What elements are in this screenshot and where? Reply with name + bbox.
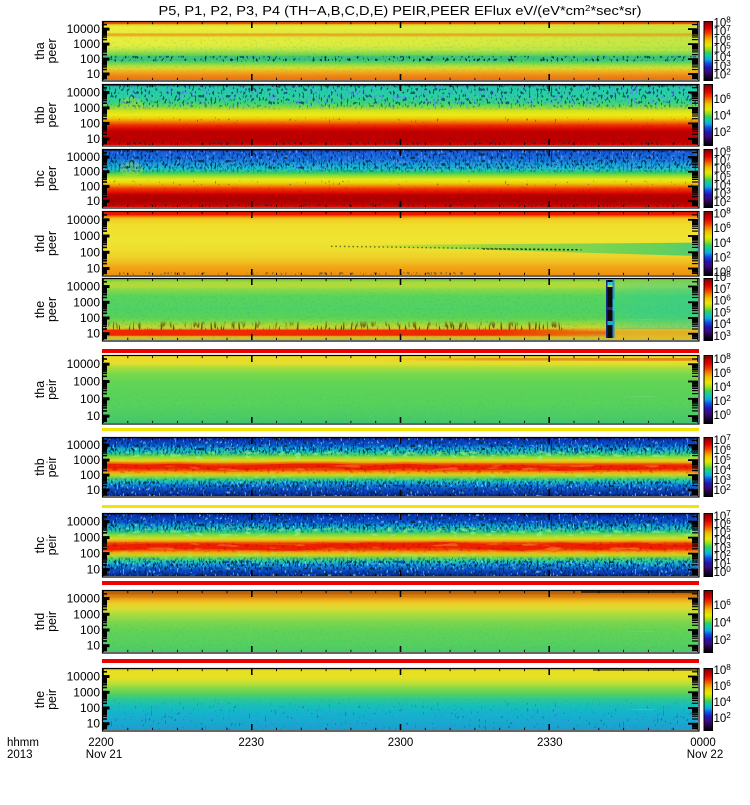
svg-text:10: 10 [87,132,101,146]
svg-text:10: 10 [87,717,101,731]
svg-text:100: 100 [80,116,100,130]
svg-text:2330: 2330 [537,737,563,749]
svg-text:peer: peer [45,166,59,191]
svg-text:100: 100 [80,468,100,482]
svg-text:100: 100 [80,547,100,561]
svg-text:10000: 10000 [67,213,101,227]
svg-text:thd: thd [33,613,47,630]
svg-text:10: 10 [87,639,101,653]
svg-text:10: 10 [87,262,101,276]
svg-text:peir: peir [45,689,59,710]
svg-text:P5, P1, P2, P3, P4 (TH−A,B,C,D: P5, P1, P2, P3, P4 (TH−A,B,C,D,E) PEIR,P… [159,3,642,18]
svg-text:1000: 1000 [73,453,100,467]
svg-text:10: 10 [87,483,101,497]
svg-text:thd: thd [33,235,47,252]
svg-text:peir: peir [45,535,59,556]
svg-text:1000: 1000 [73,165,100,179]
svg-text:1000: 1000 [73,685,100,699]
svg-text:the: the [33,691,47,708]
svg-text:2300: 2300 [388,737,414,749]
svg-text:1000: 1000 [73,295,100,309]
svg-text:thb: thb [33,458,47,475]
svg-text:thc: thc [33,170,47,187]
svg-text:1000: 1000 [73,375,100,389]
svg-text:peer: peer [45,231,59,256]
svg-text:10000: 10000 [67,438,101,452]
svg-text:10000: 10000 [67,22,101,36]
svg-text:peer: peer [45,102,59,127]
svg-text:10000: 10000 [67,515,101,529]
svg-text:1000: 1000 [73,37,100,51]
svg-text:10000: 10000 [67,357,101,371]
svg-text:hhmm: hhmm [7,737,39,749]
svg-text:10000: 10000 [67,280,101,294]
svg-text:2200: 2200 [88,737,114,749]
svg-text:100: 100 [80,701,100,715]
svg-text:the: the [33,301,47,318]
svg-text:10000: 10000 [67,670,101,684]
svg-text:10000: 10000 [67,592,101,606]
svg-text:10000: 10000 [67,85,101,99]
svg-text:1000: 1000 [73,531,100,545]
svg-text:1000: 1000 [73,229,100,243]
svg-text:10: 10 [87,67,101,81]
svg-text:peir: peir [45,611,59,632]
svg-text:Nov 22: Nov 22 [687,749,723,761]
svg-text:100: 100 [80,311,100,325]
svg-text:tha: tha [33,42,47,59]
svg-text:Nov 21: Nov 21 [86,749,122,761]
svg-text:100: 100 [80,52,100,66]
svg-text:peer: peer [45,38,59,63]
svg-text:0000: 0000 [690,737,716,749]
svg-text:peer: peer [45,297,59,322]
svg-text:peir: peir [45,379,59,400]
svg-text:1000: 1000 [73,607,100,621]
svg-text:100: 100 [80,245,100,259]
svg-text:10: 10 [87,327,101,341]
svg-text:tha: tha [33,381,47,398]
svg-text:10: 10 [87,563,101,577]
svg-text:100: 100 [80,179,100,193]
svg-text:peir: peir [45,457,59,478]
svg-text:thc: thc [33,537,47,554]
svg-text:thb: thb [33,106,47,123]
svg-text:100: 100 [80,623,100,637]
svg-text:10000: 10000 [67,150,101,164]
svg-text:100: 100 [80,392,100,406]
svg-text:2230: 2230 [238,737,264,749]
svg-text:10: 10 [87,409,101,423]
svg-text:1000: 1000 [73,101,100,115]
svg-text:2013: 2013 [7,749,33,761]
svg-text:10: 10 [87,194,101,208]
